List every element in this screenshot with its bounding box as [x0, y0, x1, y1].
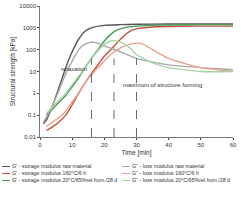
svg-text:100: 100: [26, 47, 37, 53]
svg-text:30: 30: [133, 142, 140, 148]
svg-text:0: 0: [38, 142, 42, 148]
svg-text:Time [min]: Time [min]: [121, 149, 151, 157]
html-text:G'' - loss modulus 20°C/65%rel: G'' - loss modulus 20°C/65%rel.hum./28 d: [132, 177, 231, 183]
svg-text:20: 20: [101, 142, 108, 148]
svg-text:0.1: 0.1: [28, 112, 37, 118]
svg-text:1: 1: [33, 90, 37, 96]
svg-text:60: 60: [230, 142, 237, 148]
html-text:G' - storage modulus raw mater: G' - storage modulus raw material: [12, 163, 92, 169]
svg-text:Structural strength [kPa]: Structural strength [kPa]: [9, 36, 17, 106]
svg-text:0.01: 0.01: [24, 134, 36, 140]
svg-text:50: 50: [197, 142, 204, 148]
html-text:G' - storage modulus 20°C/65%r: G' - storage modulus 20°C/65%rel.hum./28…: [12, 177, 118, 183]
html-text:G'' - loss modulus raw materia: G'' - loss modulus raw material: [132, 163, 205, 169]
svg-text:10000: 10000: [19, 3, 36, 9]
html-text:G'' - loss modulus 160°C/6 h: G'' - loss modulus 160°C/6 h: [132, 170, 199, 176]
html-text:G' - storage modulus 160°C/6 h: G' - storage modulus 160°C/6 h: [12, 170, 87, 176]
svg-text:relaxation: relaxation: [61, 66, 87, 72]
svg-text:10: 10: [29, 69, 36, 75]
svg-text:maximum of structure forming: maximum of structure forming: [123, 82, 202, 88]
svg-text:1000: 1000: [23, 25, 37, 31]
svg-text:10: 10: [69, 142, 76, 148]
svg-text:40: 40: [165, 142, 172, 148]
